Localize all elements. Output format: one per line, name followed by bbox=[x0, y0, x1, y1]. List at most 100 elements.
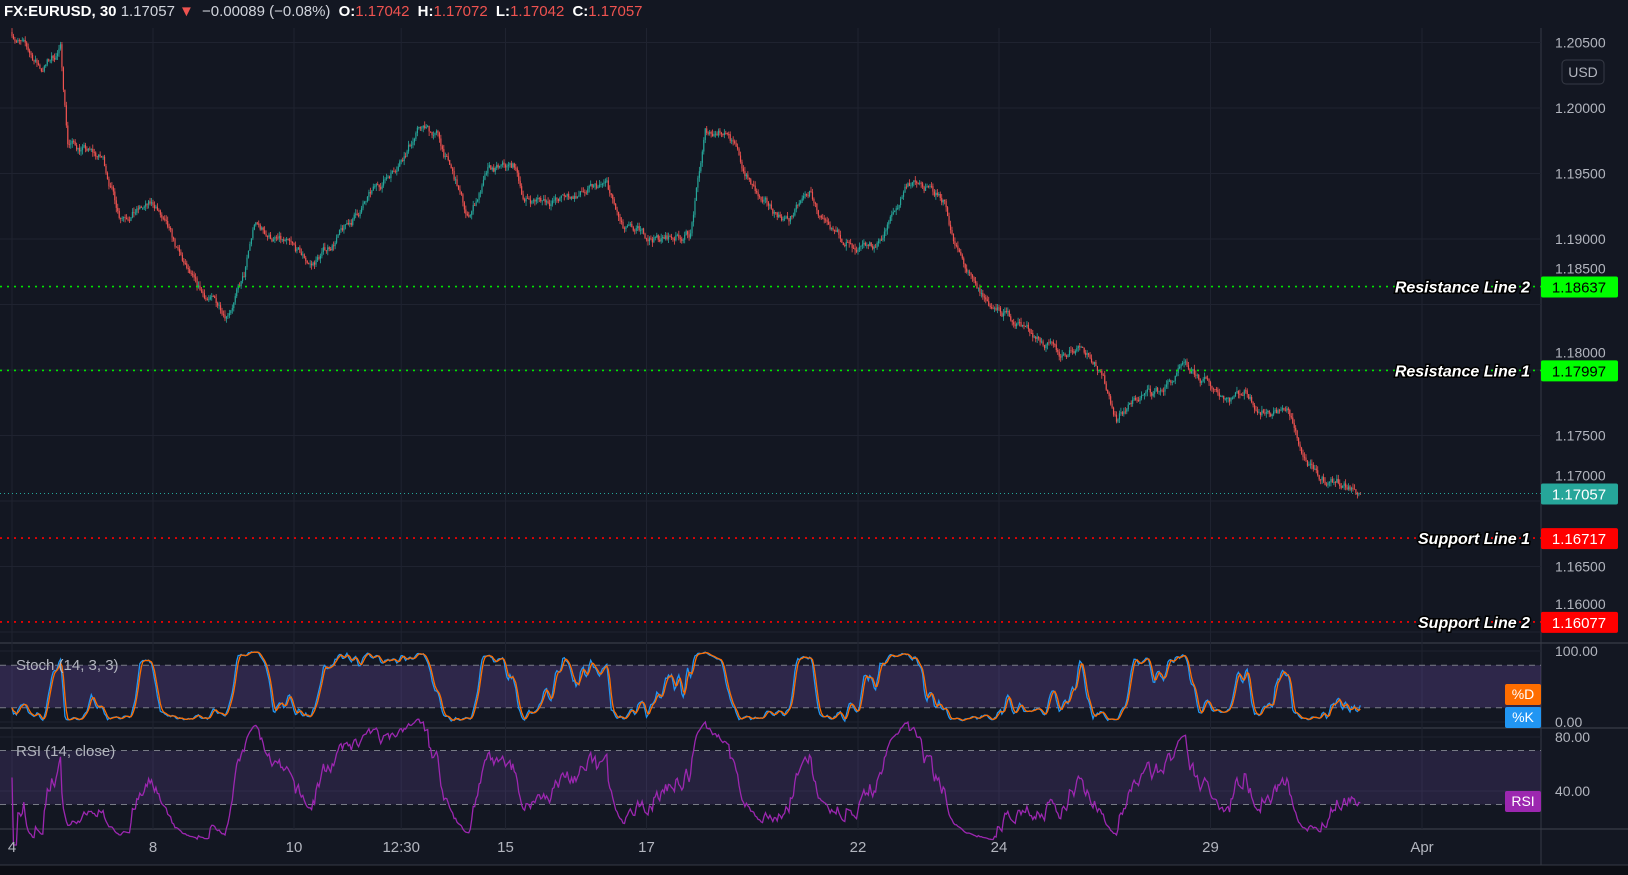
candle-body bbox=[431, 131, 433, 136]
candle bbox=[61, 41, 63, 72]
candle-body bbox=[1155, 387, 1157, 392]
candle-body bbox=[886, 224, 888, 231]
candle-body bbox=[271, 238, 273, 242]
candle bbox=[481, 183, 483, 194]
candle-body bbox=[619, 217, 621, 221]
candle-body bbox=[901, 196, 903, 199]
candle-body bbox=[736, 146, 739, 149]
candle-body bbox=[134, 212, 136, 214]
candle bbox=[813, 197, 815, 207]
rsi-title[interactable]: RSI (14, close) bbox=[16, 743, 115, 760]
candle bbox=[891, 210, 893, 221]
candle-body bbox=[1154, 391, 1156, 394]
candle bbox=[1256, 406, 1259, 416]
candle bbox=[34, 55, 37, 63]
candle-body bbox=[1180, 364, 1182, 367]
candle bbox=[224, 310, 226, 322]
candle-body bbox=[842, 242, 844, 246]
candle-body bbox=[175, 246, 178, 248]
candle bbox=[1192, 368, 1194, 374]
candle bbox=[321, 248, 323, 259]
candle-body bbox=[610, 193, 612, 195]
candle-body bbox=[584, 191, 586, 193]
candle-body bbox=[797, 204, 799, 206]
candle-body bbox=[1001, 312, 1003, 317]
candle bbox=[1145, 390, 1147, 397]
candle bbox=[1352, 483, 1354, 492]
candle-body bbox=[847, 241, 849, 243]
candle-body bbox=[913, 180, 915, 183]
candle bbox=[14, 36, 16, 44]
candle-body bbox=[124, 217, 126, 219]
price-tick-label: 1.19000 bbox=[1555, 231, 1606, 247]
candle bbox=[1342, 485, 1344, 489]
candle-body bbox=[952, 233, 955, 242]
candle bbox=[1327, 481, 1329, 489]
candle-body bbox=[15, 41, 18, 43]
candle bbox=[785, 215, 787, 220]
candle bbox=[256, 221, 258, 225]
candle-body bbox=[1226, 398, 1228, 399]
candle-body bbox=[206, 299, 208, 300]
candle-body bbox=[560, 195, 562, 198]
open-value: 1.17042 bbox=[355, 3, 410, 20]
candle-body bbox=[949, 224, 952, 231]
currency-button[interactable]: USD bbox=[1561, 59, 1605, 85]
candle bbox=[62, 66, 65, 93]
candle bbox=[1146, 385, 1148, 397]
candle-body bbox=[1349, 486, 1351, 490]
candle-body bbox=[152, 202, 154, 206]
candle-body bbox=[526, 198, 529, 199]
candle-body bbox=[491, 167, 493, 170]
candle-body bbox=[1311, 463, 1313, 466]
symbol-title[interactable]: FX:EURUSD, 30 bbox=[4, 3, 117, 20]
candle bbox=[748, 177, 750, 182]
candle-body bbox=[591, 183, 593, 187]
candle bbox=[283, 236, 285, 244]
candle bbox=[219, 302, 222, 314]
candle bbox=[187, 264, 189, 274]
candle-body bbox=[1101, 370, 1103, 375]
candle bbox=[935, 189, 937, 200]
candle bbox=[1120, 407, 1122, 416]
candle bbox=[1330, 477, 1332, 487]
candle bbox=[199, 281, 201, 291]
candle bbox=[105, 163, 107, 175]
stoch-d-line bbox=[11, 651, 1361, 721]
candle bbox=[1331, 476, 1334, 483]
candle bbox=[53, 53, 56, 63]
candle bbox=[1139, 395, 1141, 404]
candle-body bbox=[500, 164, 502, 166]
candle-body bbox=[682, 239, 684, 241]
candle bbox=[214, 295, 216, 299]
candle bbox=[689, 229, 692, 240]
candle-body bbox=[39, 64, 41, 69]
candle-body bbox=[905, 186, 908, 188]
candle bbox=[873, 244, 875, 253]
candle bbox=[369, 187, 371, 198]
candle-body bbox=[1004, 311, 1006, 314]
candle bbox=[197, 281, 200, 289]
low-value: 1.17042 bbox=[510, 3, 565, 20]
candle bbox=[1049, 338, 1052, 345]
stoch-title[interactable]: Stoch (14, 3, 3) bbox=[16, 657, 119, 674]
candle bbox=[562, 194, 564, 196]
candle-body bbox=[779, 214, 781, 217]
candle bbox=[1117, 418, 1119, 424]
candle-body bbox=[358, 215, 360, 217]
candle-body bbox=[697, 177, 699, 188]
candle bbox=[714, 130, 717, 138]
candle-body bbox=[344, 224, 347, 226]
candle-body bbox=[1014, 324, 1016, 327]
candle bbox=[1217, 387, 1219, 396]
candle bbox=[231, 304, 233, 314]
candle-body bbox=[691, 222, 693, 234]
candle-body bbox=[360, 208, 363, 213]
candle bbox=[399, 159, 401, 168]
candle bbox=[734, 139, 736, 145]
candle-body bbox=[355, 213, 357, 215]
candle-body bbox=[1142, 395, 1144, 396]
candle bbox=[861, 240, 864, 250]
candle-body bbox=[377, 184, 379, 185]
